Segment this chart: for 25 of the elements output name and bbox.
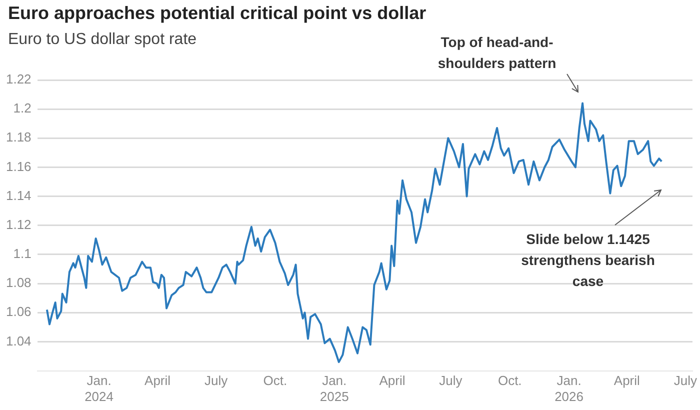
y-tick-label: 1.1 [13, 246, 32, 262]
chart-title: Euro approaches potential critical point vs dollar [8, 3, 426, 24]
y-tick-label: 1.16 [6, 158, 32, 174]
x-tick-label: April [614, 373, 640, 388]
x-tick-label: April [379, 373, 406, 388]
y-tick-label: 1.2 [13, 100, 32, 116]
x-tick-label: July [204, 373, 228, 388]
y-tick-label: 1.08 [6, 275, 32, 290]
x-tick-label: Oct. [498, 373, 522, 388]
y-tick-label: 1.18 [6, 130, 32, 145]
y-tick-label: 1.04 [6, 333, 32, 348]
chart-subtitle: Euro to US dollar spot rate [8, 31, 197, 49]
y-tick-label: 1.14 [6, 188, 32, 203]
annotation: Slide below 1.1425 strengthens bearish case [520, 230, 656, 291]
x-tick-label: Jan. 2024 [84, 373, 114, 404]
x-tick-label: Oct. [263, 373, 288, 388]
x-tick-label: July [674, 373, 698, 388]
text: Top of head-and-shoulders pattern [436, 33, 558, 73]
y-tick-label: 1.06 [6, 304, 32, 320]
x-tick-label: April [144, 373, 171, 388]
y-tick-label: 1.12 [6, 216, 32, 232]
x-tick-label: July [439, 373, 463, 388]
x-tick-label: Jan. 2025 [320, 373, 349, 404]
x-tick-label: Jan. 2026 [554, 373, 584, 404]
y-tick-label: 1.22 [6, 72, 32, 87]
